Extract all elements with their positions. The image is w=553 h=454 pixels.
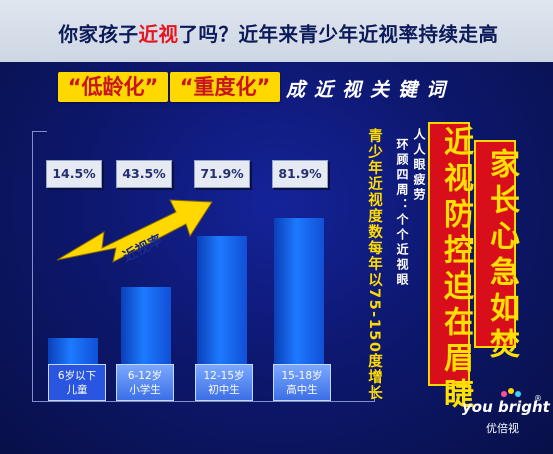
brand-logo: you bright ® 优倍视 [462, 388, 550, 444]
category-label-3-line1: 12-15岁 [203, 370, 245, 382]
brand-chinese: 优倍视 [486, 422, 519, 435]
category-label-2: 6-12岁小学生 [116, 364, 174, 401]
value-label-3: 71.9% [194, 160, 250, 188]
red-banner-right-bg [474, 140, 516, 348]
category-label-2-line2: 小学生 [129, 384, 161, 396]
tag-low-age: “低龄化” [58, 72, 168, 102]
category-label-1: 6岁以下儿童 [48, 364, 106, 401]
tag-severity: “重度化” [170, 72, 280, 102]
red-banner-right: 家长心急如焚 [484, 148, 519, 364]
brand-registered: ® [534, 394, 542, 403]
category-label-3-line2: 初中生 [208, 384, 240, 396]
bar-3 [197, 236, 247, 364]
red-banner-left-bg [428, 122, 470, 386]
category-label-4-line1: 15-18岁 [281, 370, 323, 382]
category-label-1-line2: 儿童 [66, 384, 88, 396]
red-banner-left: 近视防控迫在眉睫 [438, 126, 473, 414]
page-title: 你家孩子近视了吗？近年来青少年近视率持续走高 [6, 18, 551, 47]
category-label-2-line1: 6-12岁 [127, 370, 163, 382]
category-label-1-line1: 6岁以下 [57, 370, 97, 382]
brand-name: you bright [462, 398, 550, 416]
value-label-1: 14.5% [46, 160, 102, 188]
value-label-4: 81.9% [272, 160, 328, 188]
side-text-eye-fatigue: 人人眼疲劳 [412, 128, 426, 203]
brand-sparkle-icon [501, 388, 521, 397]
title-post: 了吗？近年来青少年近视率持续走高 [178, 23, 499, 46]
bar-2 [121, 286, 171, 364]
category-label-4-line2: 高中生 [286, 384, 318, 396]
title-highlight: 近视 [138, 23, 179, 46]
category-label-3: 12-15岁 初中生 [195, 364, 253, 401]
side-text-look-around: 环顾四周：个个近视眼 [395, 138, 409, 288]
category-label-4: 15-18岁 高中生 [273, 364, 331, 401]
title-pre: 你家孩子 [58, 23, 139, 46]
bar-4 [274, 218, 324, 364]
trend-arrow-shape [56, 199, 213, 263]
chart-frame [32, 131, 375, 402]
side-text-growth: 青少年近视度数每年以75-150度增长 [366, 128, 382, 402]
tagline: 成近视关键词 [286, 79, 455, 101]
value-label-2: 43.5% [116, 160, 172, 188]
bar-1 [48, 338, 98, 364]
